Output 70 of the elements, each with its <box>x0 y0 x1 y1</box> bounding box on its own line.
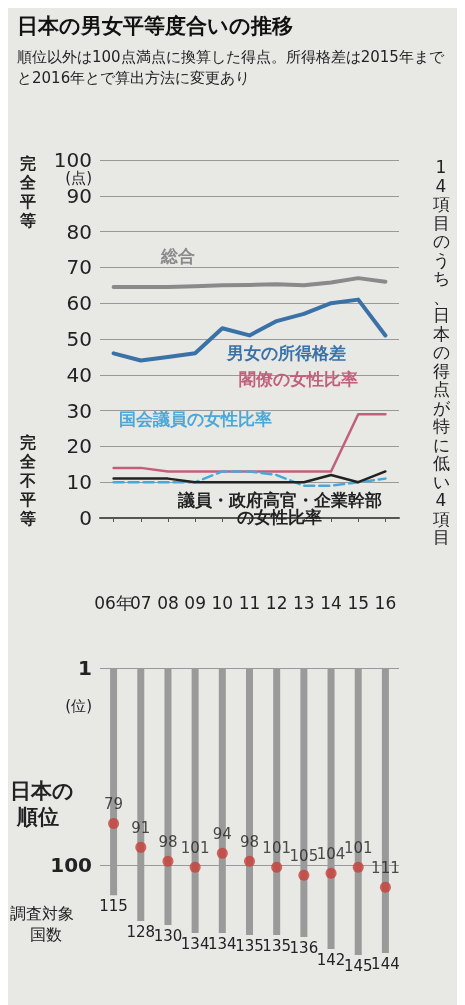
y-tick-label: 10 <box>66 470 92 495</box>
x-tick-label: 12 <box>265 592 288 613</box>
data-label: 104 <box>316 845 346 864</box>
y-tick-label: 100 <box>50 853 92 878</box>
y-tick-label: 60 <box>66 291 92 316</box>
series-label: 男女の所得格差 <box>226 342 347 363</box>
data-label: 130 <box>153 926 183 945</box>
data-label: 91 <box>131 819 151 838</box>
x-tick-label: 13 <box>293 592 315 613</box>
point <box>325 867 337 879</box>
y-tick-label: 30 <box>66 398 92 423</box>
x-tick-label: 09 <box>184 592 206 613</box>
data-label: 98 <box>158 833 178 852</box>
line-series <box>111 297 388 363</box>
line-series <box>112 470 387 484</box>
y-tick-label: 0 <box>79 506 92 530</box>
data-label: 98 <box>239 833 260 852</box>
x-tick-label: 06年 <box>94 592 133 613</box>
point <box>189 861 201 873</box>
point <box>271 861 283 873</box>
data-label: 145 <box>343 956 373 975</box>
data-label: 144 <box>371 954 400 973</box>
data-label: 101 <box>262 839 291 858</box>
data-label: 94 <box>212 825 232 844</box>
x-tick-label: 10 <box>211 592 234 613</box>
y-tick-label: 80 <box>66 219 92 244</box>
data-label: 135 <box>235 936 264 955</box>
point <box>352 861 364 873</box>
y-axis-title: (点) <box>65 169 92 188</box>
y-axis-title: (位) <box>65 696 92 715</box>
text: 国会議員の女性比率 <box>118 408 272 429</box>
data-label: 134 <box>208 934 237 953</box>
series-label: 日本の順位 <box>10 779 74 830</box>
data-label: 142 <box>316 950 346 969</box>
text: 完全不平等 <box>19 433 37 528</box>
point <box>216 847 228 859</box>
line-series <box>111 276 388 290</box>
chart-title: 日本の男女平等度合いの推移 <box>17 13 293 38</box>
data-label: 105 <box>289 847 319 866</box>
point <box>379 881 391 893</box>
point <box>244 855 255 867</box>
data-label: 135 <box>262 936 291 955</box>
chart-subtitle: 順位以外は100点満点に換算した得点。所得格差は2015年までと2016年とで算出方法に変更あり <box>17 47 445 87</box>
text: 完全平等 <box>19 154 37 230</box>
x-tick-label: 11 <box>238 592 261 613</box>
data-label: 79 <box>104 795 124 814</box>
point <box>162 855 174 867</box>
point <box>135 841 147 853</box>
data-label: 101 <box>343 839 373 858</box>
y-tick-label: 100 <box>53 148 92 172</box>
data-label: 101 <box>180 839 210 858</box>
y-tick-label: 70 <box>66 255 92 280</box>
x-tick-label: 08 <box>157 592 179 613</box>
data-label: 128 <box>126 922 156 941</box>
line-series <box>112 470 387 488</box>
text: 14項目のうち、日本の得点が特に低い4項目 <box>432 157 450 547</box>
y-tick-label: 40 <box>66 362 92 387</box>
data-label: 115 <box>99 896 128 915</box>
data-label: 111 <box>371 859 400 878</box>
series-label: 総合 <box>159 245 195 266</box>
y-tick-label: 20 <box>66 434 92 459</box>
point <box>108 817 120 829</box>
x-tick-label: 14 <box>320 592 342 613</box>
y-tick-label: 1 <box>78 656 92 680</box>
x-tick-label: 15 <box>347 592 370 613</box>
data-label: 136 <box>289 938 319 957</box>
text: 調査対象国数 <box>10 904 74 945</box>
x-tick-label: 16 <box>374 592 397 613</box>
y-tick-label: 50 <box>66 327 92 351</box>
point <box>298 869 310 881</box>
